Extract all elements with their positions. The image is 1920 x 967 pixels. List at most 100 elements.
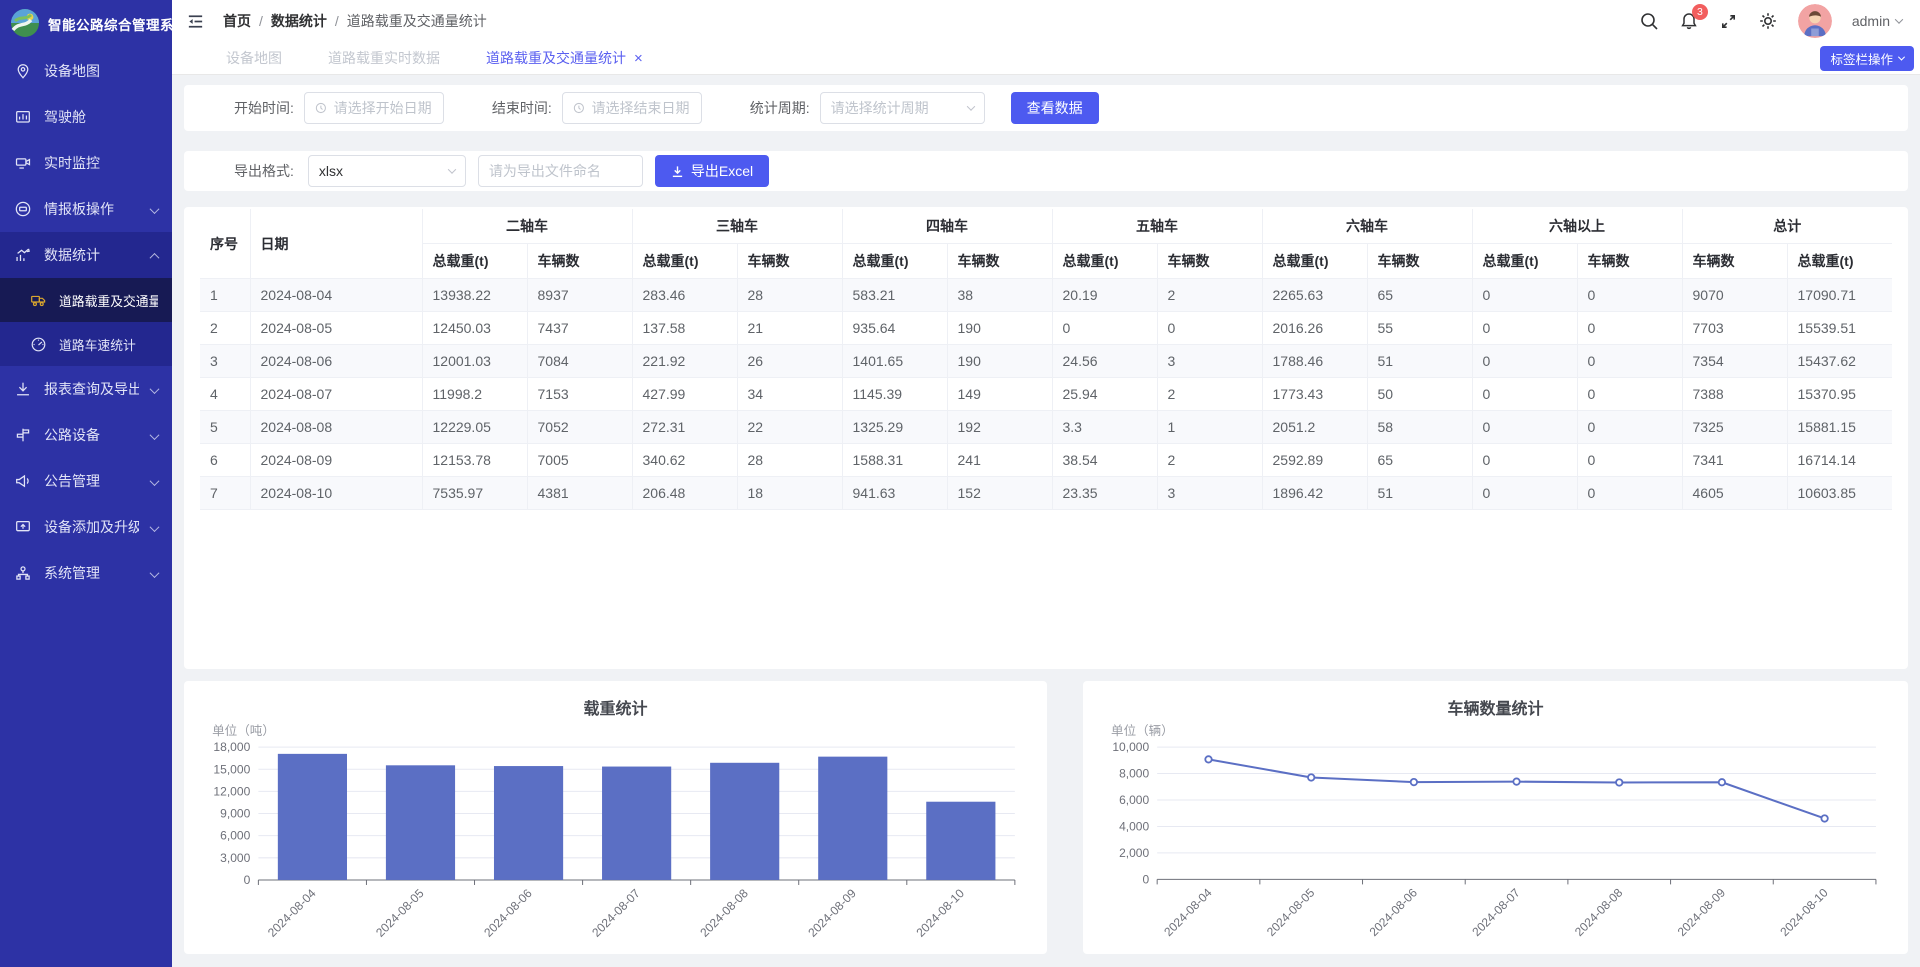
sidebar-item-info-board[interactable]: 情报板操作 — [0, 186, 172, 232]
avatar[interactable] — [1798, 4, 1832, 38]
table-cell: 2024-08-05 — [250, 312, 422, 345]
table-cell: 2 — [1157, 378, 1262, 411]
svg-text:4,000: 4,000 — [1119, 819, 1149, 833]
start-date-input[interactable] — [334, 100, 433, 116]
breadcrumb-item[interactable]: 首页 — [223, 11, 251, 31]
svg-text:2024-08-06: 2024-08-06 — [1367, 885, 1421, 939]
table-cell: 55 — [1367, 312, 1472, 345]
table-cell: 28 — [737, 444, 842, 477]
collapse-menu-icon[interactable] — [186, 12, 205, 31]
sidebar-item-cockpit[interactable]: 驾驶舱 — [0, 94, 172, 140]
org-icon — [14, 564, 32, 582]
table-cell: 0 — [1052, 312, 1157, 345]
table-cell: 427.99 — [632, 378, 737, 411]
table-cell: 3 — [1157, 477, 1262, 510]
table-cell: 2024-08-04 — [250, 279, 422, 312]
logo: 智能公路综合管理系统 — [0, 0, 172, 48]
svg-text:2024-08-10: 2024-08-10 — [913, 886, 967, 940]
content: 开始时间: 结束时间: 统计周期: 请选择统计周期 查看数据 — [172, 75, 1920, 967]
table-row: 22024-08-0512450.037437137.5821935.64190… — [200, 312, 1892, 345]
table-cell: 13938.22 — [422, 279, 527, 312]
topbar-actions: 3 — [1639, 4, 1902, 38]
download-icon — [14, 380, 32, 398]
tab-设备地图[interactable]: 设备地图 — [226, 42, 282, 74]
table-cell: 0 — [1472, 477, 1577, 510]
search-icon[interactable] — [1639, 11, 1659, 31]
table-cell: 0 — [1577, 279, 1682, 312]
sidebar-item-device-map[interactable]: 设备地图 — [0, 48, 172, 94]
col-sub-header: 车辆数 — [1157, 244, 1262, 279]
svg-text:2024-08-07: 2024-08-07 — [1469, 885, 1523, 939]
table-cell: 340.62 — [632, 444, 737, 477]
statistics-table-card: 序号日期二轴车三轴车四轴车五轴车六轴车六轴以上总计总载重(t)车辆数总载重(t)… — [184, 207, 1908, 669]
table-cell: 24.56 — [1052, 345, 1157, 378]
svg-text:2024-08-04: 2024-08-04 — [1161, 885, 1215, 939]
table-cell: 0 — [1472, 411, 1577, 444]
query-filter-bar: 开始时间: 结束时间: 统计周期: 请选择统计周期 查看数据 — [184, 85, 1908, 131]
table-cell: 7084 — [527, 345, 632, 378]
table-cell: 1401.65 — [842, 345, 947, 378]
svg-text:单位（吨）: 单位（吨） — [212, 724, 275, 738]
fullscreen-icon[interactable] — [1719, 12, 1738, 31]
svg-text:10,000: 10,000 — [1112, 740, 1149, 754]
table-cell: 1325.29 — [842, 411, 947, 444]
table-cell: 0 — [1577, 411, 1682, 444]
sidebar-item-highway-devices[interactable]: 公路设备 — [0, 412, 172, 458]
sidebar-item-label: 报表查询及导出 — [44, 379, 139, 399]
col-group-header: 六轴以上 — [1472, 209, 1682, 244]
settings-gear-icon[interactable] — [1758, 11, 1778, 31]
tabs: 设备地图 道路载重实时数据 道路载重及交通量统计 × — [226, 42, 643, 74]
export-excel-button[interactable]: 导出Excel — [655, 155, 769, 187]
table-cell: 3 — [200, 345, 250, 378]
truck-icon — [30, 292, 47, 309]
tab-close-icon[interactable]: × — [634, 51, 643, 66]
col-group-header: 四轴车 — [842, 209, 1052, 244]
breadcrumb: 首页/数据统计/道路载重及交通量统计 — [223, 11, 487, 31]
end-date-input[interactable] — [592, 100, 691, 116]
sidebar-item-data-stats[interactable]: 数据统计 — [0, 232, 172, 278]
export-filename-input[interactable] — [489, 163, 632, 179]
export-filename-field[interactable] — [478, 155, 643, 187]
svg-text:9,000: 9,000 — [220, 807, 250, 821]
view-data-button[interactable]: 查看数据 — [1011, 92, 1099, 124]
col-group-header: 总计 — [1682, 209, 1892, 244]
table-cell: 0 — [1472, 345, 1577, 378]
sidebar-item-realtime-monitor[interactable]: 实时监控 — [0, 140, 172, 186]
tab-道路载重及交通量统计[interactable]: 道路载重及交通量统计 × — [486, 42, 643, 74]
table-row: 32024-08-0612001.037084221.92261401.6519… — [200, 345, 1892, 378]
chevron-down-icon — [966, 102, 974, 110]
export-format-select[interactable]: xlsx — [308, 155, 466, 187]
sidebar-item-road-speed-stats[interactable]: 道路车速统计 — [0, 322, 172, 366]
end-date-picker[interactable] — [562, 92, 702, 124]
table-cell: 65 — [1367, 444, 1472, 477]
breadcrumb-item[interactable]: 数据统计 — [271, 11, 327, 31]
table-cell: 935.64 — [842, 312, 947, 345]
user-menu[interactable]: admin — [1852, 13, 1902, 29]
start-date-picker[interactable] — [304, 92, 444, 124]
camera-icon — [14, 154, 32, 172]
export-bar: 导出格式: xlsx 导出Excel — [184, 151, 1908, 191]
sidebar-item-system-mgmt[interactable]: 系统管理 — [0, 550, 172, 596]
sidebar-item-device-add-upgrade[interactable]: 设备添加及升级 — [0, 504, 172, 550]
notification-bell-icon[interactable]: 3 — [1679, 11, 1699, 31]
sidebar-item-report-export[interactable]: 报表查询及导出 — [0, 366, 172, 412]
tabbar-action-button[interactable]: 标签栏操作 — [1820, 46, 1914, 71]
svg-text:单位（辆）: 单位（辆） — [1111, 724, 1174, 738]
period-label: 统计周期: — [750, 98, 810, 118]
chevron-down-icon — [1898, 54, 1905, 61]
sidebar-item-road-load-traffic-stats[interactable]: 道路载重及交通量统计 — [0, 278, 172, 322]
table-cell: 0 — [1472, 378, 1577, 411]
period-select[interactable]: 请选择统计周期 — [820, 92, 985, 124]
table-cell: 23.35 — [1052, 477, 1157, 510]
table-cell: 2024-08-08 — [250, 411, 422, 444]
breadcrumb-separator: / — [259, 13, 263, 29]
table-cell: 26 — [737, 345, 842, 378]
sidebar-item-announcements[interactable]: 公告管理 — [0, 458, 172, 504]
tab-label: 道路载重及交通量统计 — [486, 48, 626, 68]
tab-道路载重实时数据[interactable]: 道路载重实时数据 — [328, 42, 440, 74]
sidebar-item-label: 系统管理 — [44, 563, 100, 583]
map-pin-icon — [14, 62, 32, 80]
table-cell: 3.3 — [1052, 411, 1157, 444]
table-cell: 7354 — [1682, 345, 1787, 378]
table-cell: 941.63 — [842, 477, 947, 510]
